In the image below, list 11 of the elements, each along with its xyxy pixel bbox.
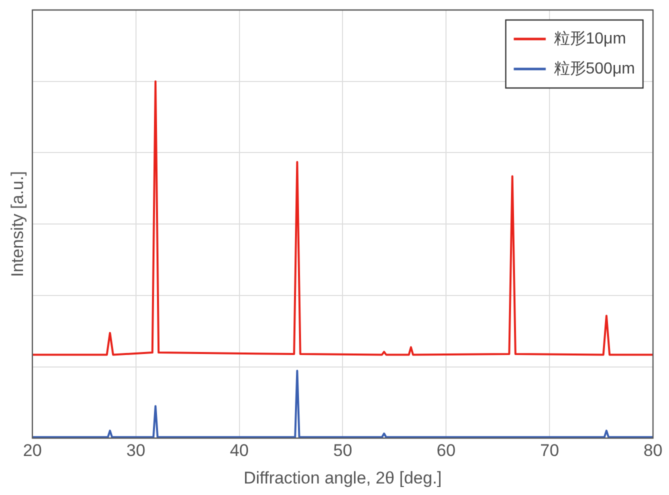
x-tick-label: 70	[540, 441, 560, 460]
x-tick-label: 50	[333, 441, 352, 460]
x-tick-label: 30	[126, 441, 146, 460]
legend-label: 粒形10μm	[554, 30, 626, 48]
x-tick-label: 80	[644, 441, 662, 460]
legend-label: 粒形500μm	[554, 60, 636, 78]
x-tick-label: 20	[22, 441, 42, 460]
x-tick-label: 40	[230, 441, 249, 460]
x-axis-title: Diffraction angle, 2θ [deg.]	[244, 468, 442, 488]
x-tick-label: 60	[436, 441, 456, 460]
y-axis-title: Intensity [a.u.]	[8, 171, 27, 278]
